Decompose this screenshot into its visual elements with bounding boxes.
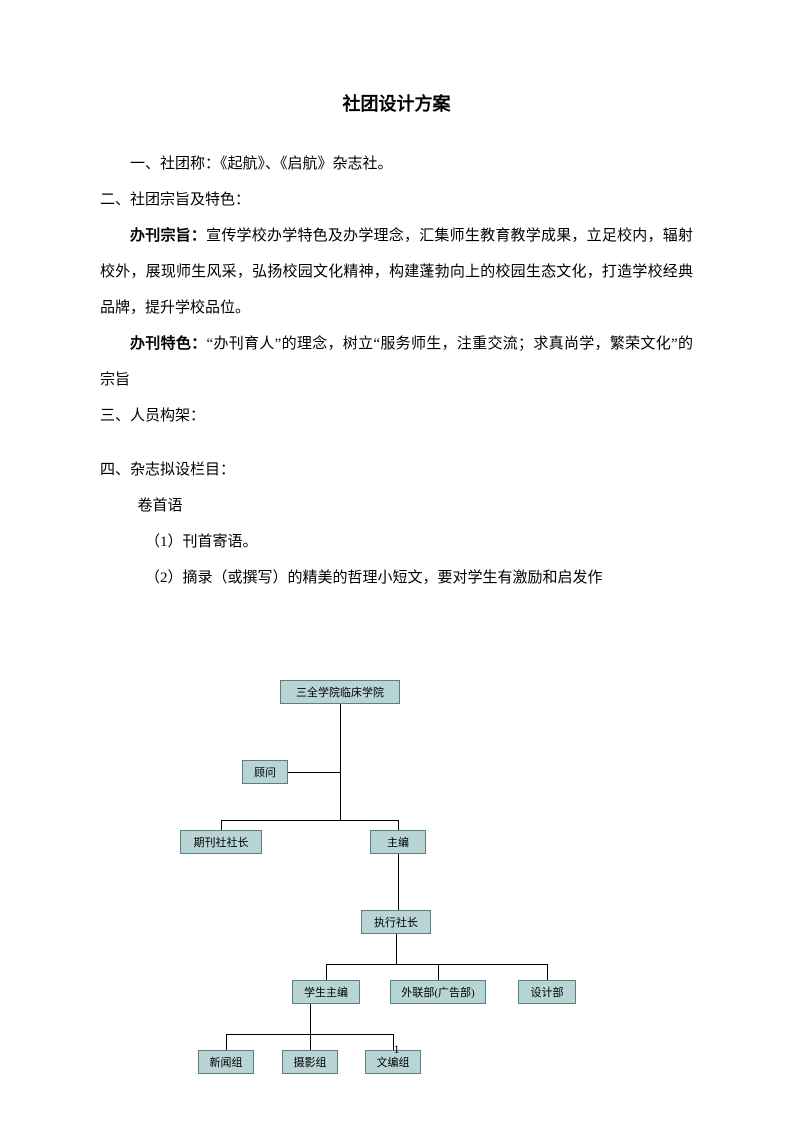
page-number: 1: [394, 1042, 400, 1057]
chart-line: [310, 1004, 311, 1034]
node-editor: 主编: [370, 830, 426, 854]
chart-line: [398, 820, 399, 830]
node-photo: 摄影组: [282, 1050, 338, 1074]
section-4-sub1: 卷首语: [100, 488, 693, 524]
section-4-item1: （1）刊首寄语。: [100, 524, 693, 560]
chart-line: [221, 820, 222, 830]
page-title: 社团设计方案: [100, 90, 693, 116]
node-student-editor: 学生主编: [292, 980, 360, 1004]
node-root: 三全学院临床学院: [280, 680, 400, 704]
chart-line: [438, 964, 439, 980]
purpose-paragraph: 办刊宗旨：宣传学校办学特色及办学理念，汇集师生教育教学成果，立足校内，辐射校外，…: [100, 218, 693, 326]
chart-line: [340, 704, 341, 820]
chart-line: [326, 964, 327, 980]
chart-line: [221, 820, 398, 821]
chart-line: [226, 1034, 227, 1050]
org-chart: 三全学院临床学院 顾问 期刊社社长 主编 执行社长 学生主编 外联部(广告部) …: [180, 680, 630, 1100]
chart-line: [288, 772, 340, 773]
chart-line: [326, 964, 547, 965]
section-3: 三、人员构架：: [100, 398, 693, 434]
section-4-item2: （2）摘录（或撰写）的精美的哲理小短文，要对学生有激励和启发作: [100, 560, 693, 596]
node-liaison: 外联部(广告部): [390, 980, 486, 1004]
node-design: 设计部: [518, 980, 576, 1004]
section-2-heading: 二、社团宗旨及特色：: [100, 182, 693, 218]
node-news: 新闻组: [198, 1050, 254, 1074]
section-1: 一、社团称：《起航》、《启航》杂志社。: [100, 146, 693, 182]
chart-line: [310, 1034, 311, 1050]
feature-paragraph: 办刊特色：“办刊育人”的理念，树立“服务师生，注重交流；求真尚学，繁荣文化”的宗…: [100, 326, 693, 398]
chart-line: [398, 854, 399, 910]
chart-line: [547, 964, 548, 980]
purpose-label: 办刊宗旨：: [130, 228, 206, 244]
chart-line: [396, 934, 397, 964]
node-president: 期刊社社长: [180, 830, 262, 854]
node-exec: 执行社长: [361, 910, 431, 934]
section-4: 四、杂志拟设栏目：: [100, 452, 693, 488]
feature-label: 办刊特色：: [130, 336, 207, 352]
node-advisor: 顾问: [242, 760, 288, 784]
